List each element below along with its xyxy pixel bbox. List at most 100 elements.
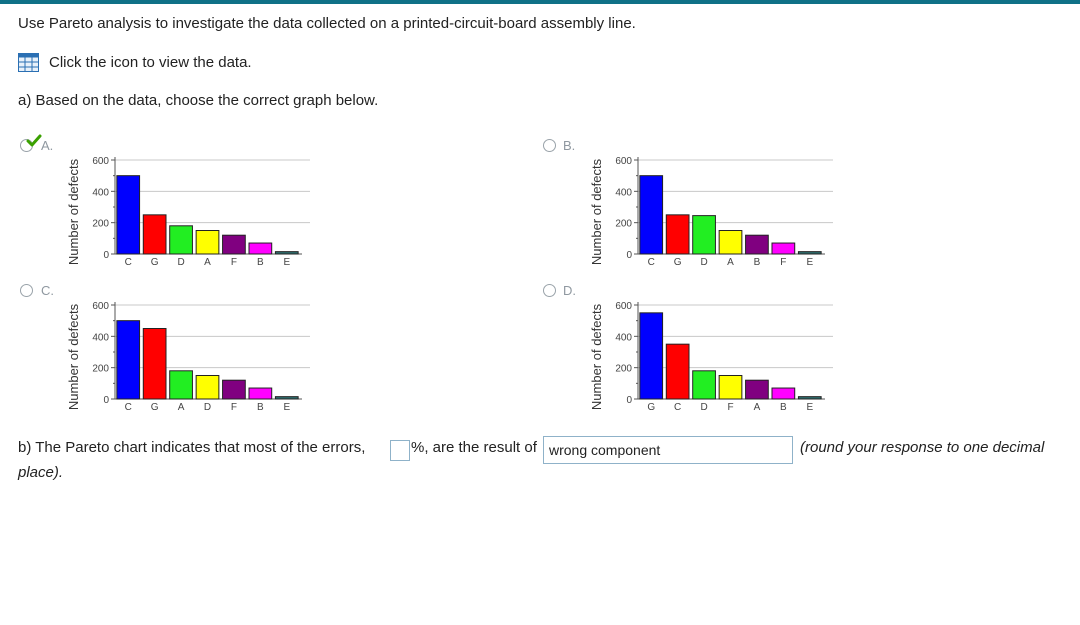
x-tick-label: E [806, 402, 813, 413]
y-tick-label: 200 [92, 219, 109, 230]
y-tick-label: 400 [92, 332, 109, 343]
pareto-chart-a: Number of defects 600 400 200 0 C G D A F B E [66, 156, 310, 268]
bar-F [222, 234, 246, 255]
x-tick-label: A [727, 257, 734, 268]
x-tick-label: B [257, 257, 264, 268]
view-data-label: Click the icon to view the data. [49, 54, 252, 71]
bar-A [745, 379, 769, 400]
x-tick-label: C [674, 402, 681, 413]
bar-G [142, 214, 167, 255]
x-tick-label: A [204, 257, 211, 268]
top-accent-bar [0, 0, 1080, 4]
bar-D [169, 225, 193, 255]
part-b-note-continued: place). [18, 464, 64, 481]
x-tick-label: C [125, 257, 132, 268]
bar-C [116, 175, 141, 255]
bar-C [665, 343, 690, 400]
x-tick-label: D [204, 402, 211, 413]
y-tick-label: 0 [103, 250, 109, 261]
y-tick-label: 0 [103, 395, 109, 406]
x-tick-label: C [648, 257, 655, 268]
x-tick-label: G [647, 402, 655, 413]
part-b-prefix: b) The Pareto chart indicates that most … [18, 439, 366, 456]
x-tick-label: B [257, 402, 264, 413]
bar-B [745, 234, 769, 255]
bar-E [797, 251, 822, 255]
bar-G [142, 328, 167, 400]
bar-D [195, 375, 220, 400]
bar-C [639, 175, 664, 255]
bar-G [665, 214, 690, 255]
option-c-label: C. [41, 283, 54, 298]
x-tick-label: F [727, 402, 733, 413]
cause-select[interactable]: wrong component [543, 436, 793, 464]
y-axis-label: Number of defects [66, 303, 81, 410]
pareto-chart-d: Number of defects 600 400 200 0 G C D F A B E [589, 301, 833, 413]
bar-A [718, 230, 743, 255]
y-tick-label: 200 [615, 364, 632, 375]
checkmark-icon [26, 134, 42, 147]
y-tick-label: 0 [626, 395, 632, 406]
bar-E [274, 251, 299, 255]
bar-F [718, 375, 743, 400]
x-tick-label: F [780, 257, 786, 268]
y-tick-label: 600 [615, 156, 632, 167]
option-d-radio[interactable] [543, 284, 556, 297]
x-tick-label: D [700, 402, 707, 413]
bar-E [274, 396, 299, 400]
bar-D [692, 215, 716, 255]
option-b-label: B. [563, 138, 576, 153]
question-intro: Use Pareto analysis to investigate the d… [18, 15, 636, 32]
bar-A [169, 370, 193, 400]
bar-C [116, 320, 141, 400]
bar-F [771, 242, 796, 255]
y-tick-label: 600 [92, 156, 109, 167]
option-b-radio[interactable] [543, 139, 556, 152]
percent-input[interactable] [390, 440, 410, 461]
bar-G [639, 312, 664, 400]
y-tick-label: 600 [615, 301, 632, 312]
table-icon[interactable] [18, 53, 39, 72]
y-tick-label: 400 [615, 187, 632, 198]
x-tick-label: D [177, 257, 184, 268]
y-axis-label: Number of defects [589, 158, 604, 265]
x-tick-label: E [283, 402, 290, 413]
bar-B [771, 387, 796, 400]
bar-D [692, 370, 716, 400]
part-b-note: (round your response to one decimal [800, 439, 1045, 456]
view-data-link[interactable]: Click the icon to view the data. [18, 53, 252, 72]
option-d-label: D. [563, 283, 576, 298]
x-tick-label: B [780, 402, 787, 413]
bar-B [248, 242, 273, 255]
x-tick-label: E [283, 257, 290, 268]
y-axis-label: Number of defects [66, 158, 81, 265]
x-tick-label: E [806, 257, 813, 268]
option-a-label: A. [41, 138, 54, 153]
bar-E [797, 396, 822, 400]
pareto-chart-c: Number of defects 600 400 200 0 C G A D F B E [66, 301, 310, 413]
option-c-radio[interactable] [20, 284, 33, 297]
x-tick-label: B [754, 257, 761, 268]
pareto-chart-b: Number of defects 600 400 200 0 C G D A B F E [589, 156, 833, 268]
y-tick-label: 400 [92, 187, 109, 198]
x-tick-label: C [125, 402, 132, 413]
y-tick-label: 200 [615, 219, 632, 230]
bar-F [222, 379, 246, 400]
y-axis-label: Number of defects [589, 303, 604, 410]
part-a-prompt: a) Based on the data, choose the correct… [18, 92, 379, 109]
x-tick-label: A [178, 402, 185, 413]
x-tick-label: F [231, 257, 237, 268]
part-b-mid: %, are the result of [411, 439, 537, 456]
x-tick-label: G [151, 402, 159, 413]
y-tick-label: 0 [626, 250, 632, 261]
bar-B [248, 387, 273, 400]
y-tick-label: 400 [615, 332, 632, 343]
x-tick-label: F [231, 402, 237, 413]
x-tick-label: D [700, 257, 707, 268]
y-tick-label: 200 [92, 364, 109, 375]
x-tick-label: G [151, 257, 159, 268]
y-tick-label: 600 [92, 301, 109, 312]
bar-A [195, 230, 220, 255]
x-tick-label: A [754, 402, 761, 413]
x-tick-label: G [674, 257, 682, 268]
